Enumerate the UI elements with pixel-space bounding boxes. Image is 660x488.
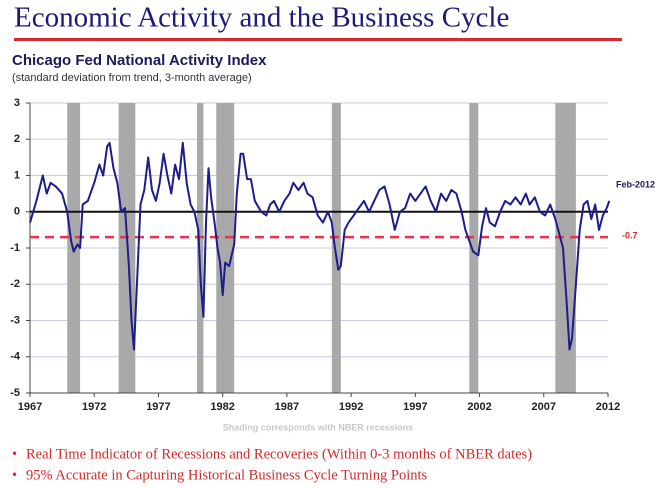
x-tick-label: 2002 bbox=[467, 401, 491, 413]
x-tick-label: 1992 bbox=[339, 401, 363, 413]
data-line bbox=[29, 141, 611, 351]
x-tick-label: 1982 bbox=[210, 401, 234, 413]
plot: 3 2 1 0 -1 -2 -3 -4 -5 1967 1972 1977 1982 1987 1992 19… bbox=[10, 97, 655, 413]
y-tick-label: 0 bbox=[14, 206, 20, 218]
y-tick-label: -4 bbox=[10, 351, 21, 363]
last-point-label: Feb-2012 bbox=[616, 179, 655, 189]
bullet-marker: • bbox=[12, 446, 17, 462]
x-tick-label: 1997 bbox=[403, 401, 427, 413]
bullet-text: Real Time Indicator of Recessions and Re… bbox=[26, 446, 532, 462]
x-tick-label: 1987 bbox=[275, 401, 299, 413]
shading-note: Shading corresponds with NBER recessions bbox=[223, 422, 414, 432]
recession-band bbox=[555, 103, 576, 393]
bullet-text: 95% Accurate in Capturing Historical Bus… bbox=[26, 467, 428, 483]
y-tick-label: 2 bbox=[14, 133, 20, 145]
y-tick-label: 1 bbox=[14, 169, 20, 181]
chart-title: Chicago Fed National Activity Index bbox=[12, 52, 267, 69]
recession-band bbox=[469, 103, 479, 393]
title-rule bbox=[14, 38, 622, 41]
x-tick-label: 2007 bbox=[532, 401, 556, 413]
recession-band bbox=[196, 103, 204, 393]
recession-band bbox=[216, 103, 235, 393]
x-tick-label: 2012 bbox=[596, 401, 620, 413]
threshold-label: -0.7 bbox=[622, 231, 638, 241]
y-tick-label: 3 bbox=[14, 97, 20, 109]
x-tick-label: 1967 bbox=[18, 401, 42, 413]
x-tick-label: 1977 bbox=[146, 401, 170, 413]
x-tick-label: 1972 bbox=[82, 401, 106, 413]
slide-title: Economic Activity and the Business Cycle bbox=[14, 2, 509, 34]
y-tick-label: -3 bbox=[10, 314, 20, 326]
y-tick-label: -1 bbox=[10, 242, 20, 254]
bullet-marker: • bbox=[12, 467, 17, 483]
y-tick-label: -5 bbox=[10, 387, 20, 399]
y-tick-label: -2 bbox=[10, 278, 20, 290]
chart-subtitle: (standard deviation from trend, 3-month … bbox=[12, 72, 252, 84]
recession-band bbox=[331, 103, 341, 393]
